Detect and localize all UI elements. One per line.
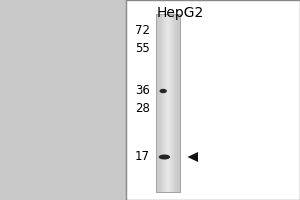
Text: HepG2: HepG2 (156, 6, 204, 20)
Bar (166, 14, 167, 192)
Bar (170, 14, 171, 192)
Ellipse shape (159, 154, 170, 160)
Bar (168, 14, 169, 192)
Bar (156, 14, 180, 192)
Bar (167, 14, 168, 192)
Bar (174, 14, 175, 192)
Bar (179, 14, 180, 192)
Text: 17: 17 (135, 150, 150, 164)
Bar (178, 14, 179, 192)
Bar (173, 14, 174, 192)
Bar (165, 14, 166, 192)
Bar (156, 14, 180, 192)
Bar (169, 14, 170, 192)
Bar (161, 14, 162, 192)
Bar (157, 14, 158, 192)
Bar (171, 14, 172, 192)
Bar (175, 14, 176, 192)
Bar (162, 14, 163, 192)
Polygon shape (188, 152, 198, 162)
Text: 36: 36 (135, 84, 150, 97)
Text: 72: 72 (135, 24, 150, 38)
Bar (163, 14, 164, 192)
Bar (156, 14, 157, 192)
Text: 55: 55 (135, 42, 150, 54)
Bar (158, 14, 159, 192)
Ellipse shape (160, 89, 167, 93)
Bar (126, 0, 300, 200)
Bar (177, 14, 178, 192)
Bar (176, 14, 177, 192)
Bar (160, 14, 161, 192)
Bar (172, 14, 173, 192)
Bar (159, 14, 160, 192)
Bar (164, 14, 165, 192)
Text: 28: 28 (135, 102, 150, 116)
